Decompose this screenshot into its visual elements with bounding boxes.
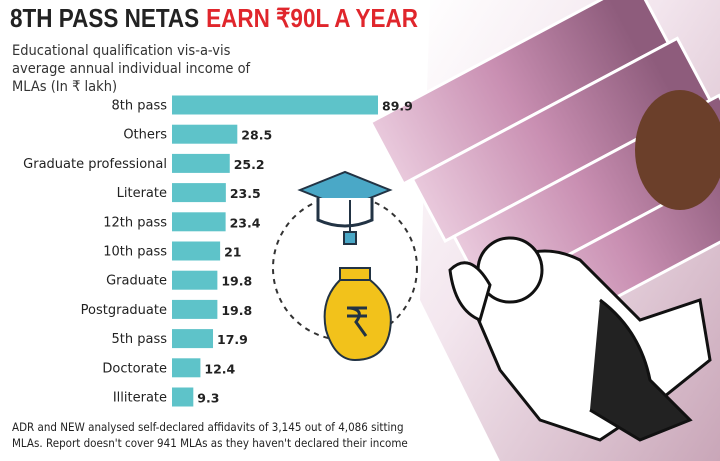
title-text: 8TH PASS NETAS: [10, 3, 199, 33]
value-label: 19.8: [221, 274, 252, 289]
icon: [272, 170, 418, 362]
bar: [172, 329, 214, 349]
subtitle: Educational qualification vis-a-vis aver…: [12, 43, 251, 95]
value-label: 21: [224, 245, 241, 260]
value-label: 17.9: [217, 332, 248, 347]
category-label: 5th pass: [111, 332, 167, 347]
value-label: 19.8: [221, 303, 252, 318]
category-label: Graduate: [106, 274, 167, 289]
bar: [172, 124, 238, 144]
category-label: Illiterate: [113, 391, 167, 406]
value-label: 89.9: [382, 99, 413, 114]
category-label: Doctorate: [102, 361, 167, 376]
bar: [172, 153, 230, 173]
value-label: 23.4: [230, 215, 261, 230]
bar: [172, 212, 226, 232]
category-label: 8th pass: [111, 99, 167, 114]
bar: [172, 299, 218, 319]
bar: [172, 241, 221, 261]
value-label: 25.2: [234, 157, 265, 172]
bar: [172, 387, 194, 407]
category-label: Graduate professional: [23, 157, 167, 172]
bar: [172, 358, 201, 378]
category-label: 10th pass: [103, 245, 167, 260]
bar: [172, 183, 226, 203]
value-label: 12.4: [204, 361, 235, 376]
bar: [172, 95, 378, 115]
title-highlight: EARN ₹90L A YEAR: [206, 3, 418, 33]
value-label: 23.5: [230, 186, 261, 201]
footnote: ADR and NEW analysed self-declared affid…: [12, 420, 408, 450]
category-label: Literate: [117, 186, 167, 201]
value-label: 28.5: [241, 128, 272, 143]
value-label: 9.3: [197, 391, 219, 406]
category-label: 12th pass: [103, 215, 167, 230]
category-label: Postgraduate: [81, 303, 167, 318]
chart-title: 8TH PASS NETASEARN ₹90L A YEAR: [10, 3, 418, 33]
category-label: Others: [123, 128, 167, 143]
bar: [172, 270, 218, 290]
money-illustration: [368, 0, 720, 461]
